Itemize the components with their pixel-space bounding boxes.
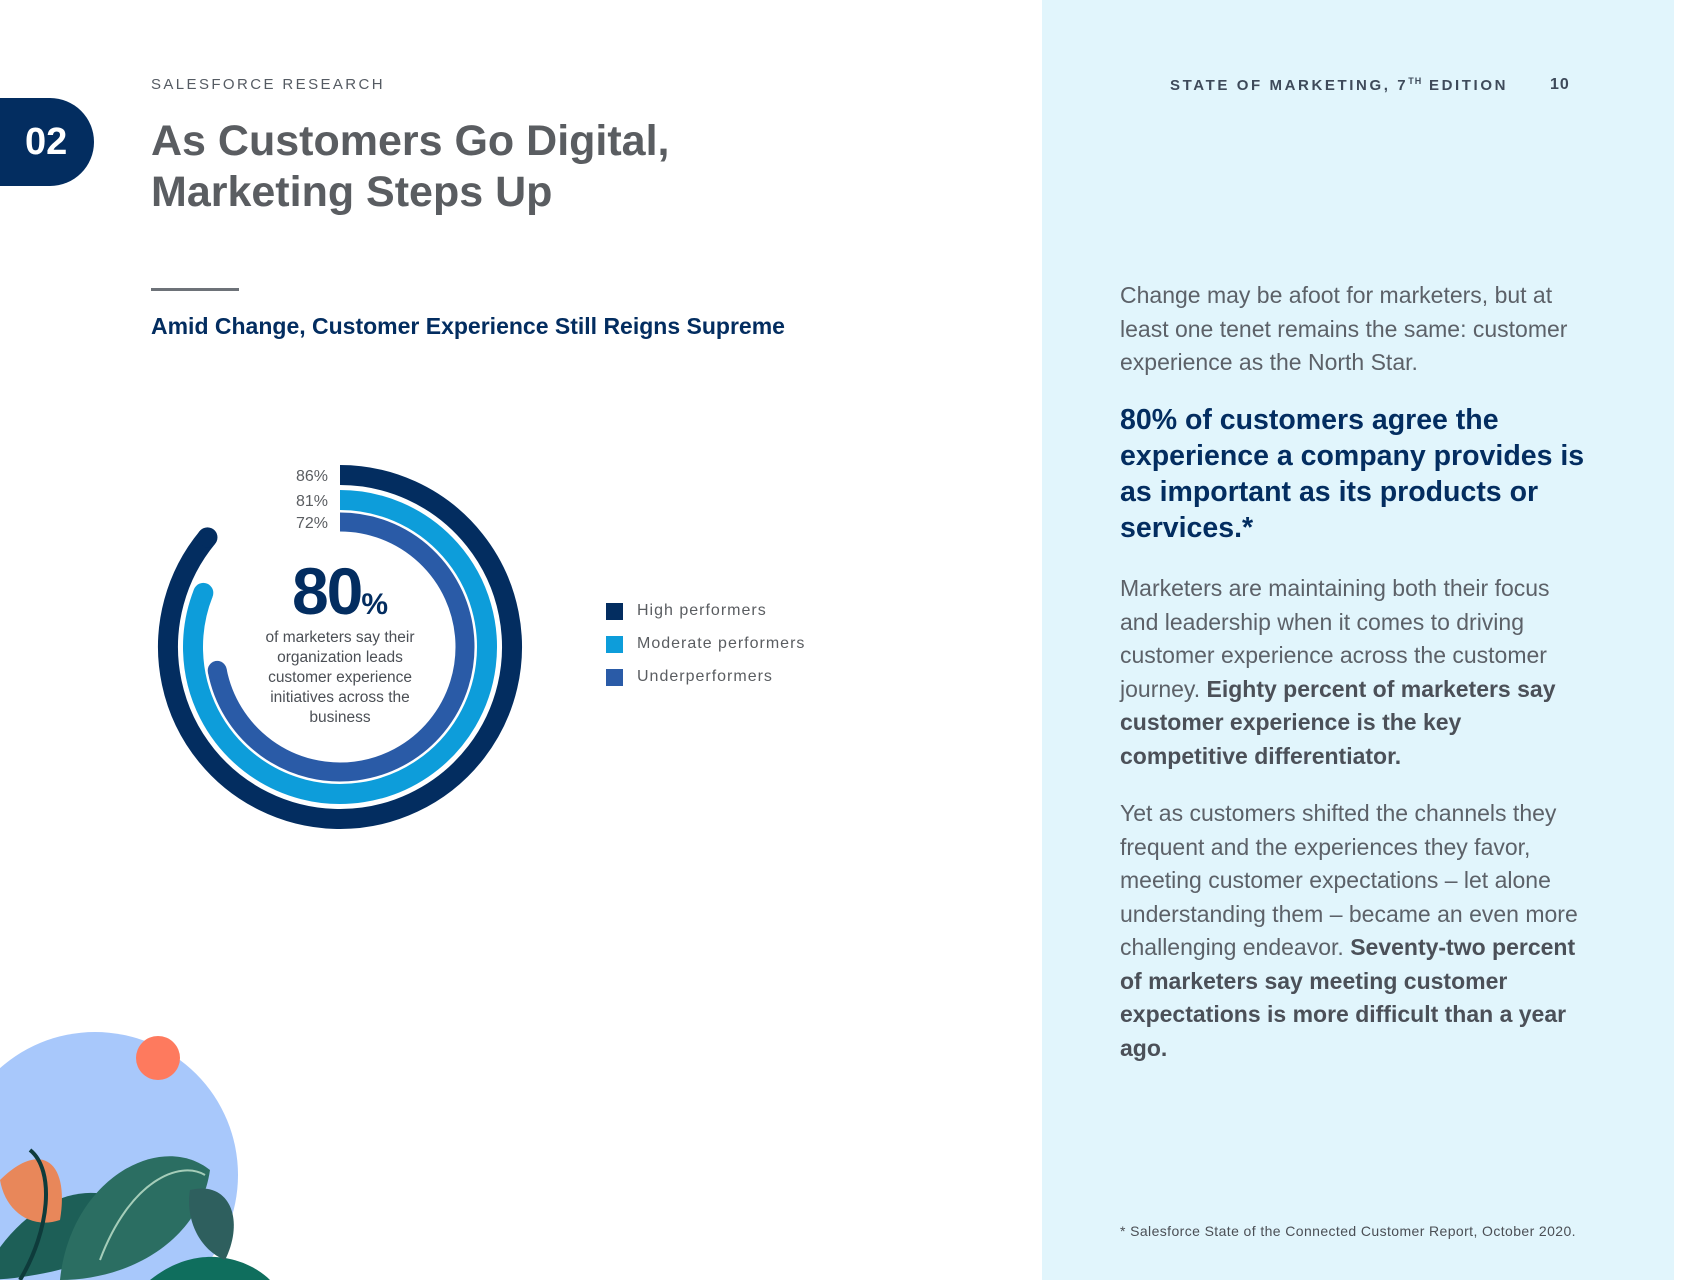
eyebrow: SALESFORCE RESEARCH [151,76,385,93]
leaf-icon [18,1148,48,1280]
decorative-foliage-illustration [0,1032,270,1280]
running-title: STATE OF MARKETING, 7 [1170,77,1409,94]
leaf-icon [60,1156,210,1280]
body-text: Yet as customers shifted the channels th… [1120,800,1578,960]
legend-label: Moderate performers [637,635,806,652]
pull-quote: 80% of customers agree the experience a … [1120,404,1585,544]
intro-paragraph: Change may be afoot for marketers, but a… [1120,282,1568,375]
big-stat-value: 80 [291,554,363,628]
section-subhead: Amid Change, Customer Experience Still R… [151,313,785,339]
radial-bar [183,490,497,804]
radial-bar-cap [197,527,218,548]
radial-bar-value-label: 81% [296,493,328,510]
section-number-tab: 02 [0,98,94,186]
leaf-icon [189,1188,234,1260]
big-stat-unit: % [361,588,389,621]
running-sup: TH [1408,76,1423,86]
legend-item: Underperformers [606,666,805,688]
body-text: Marketers are maintaining both their foc… [1120,575,1550,702]
title-rule [151,288,239,291]
body-paragraph-1: Marketers are maintaining both their foc… [1120,572,1590,773]
leaf-icon [150,1256,270,1280]
radial-bar-value-label: 86% [296,468,328,485]
page-title-line-2: Marketing Steps Up [151,168,553,216]
section-number: 02 [25,120,68,163]
footnote: * Salesforce State of the Connected Cust… [1120,1223,1576,1239]
legend-item: High performers [606,600,805,622]
legend-swatch [606,635,623,653]
big-stat: 80% [260,555,420,627]
running-head: STATE OF MARKETING, 7TH EDITION [1170,76,1508,94]
stat-caption-line: business [309,709,371,726]
legend-label: High performers [637,602,767,619]
right-panel [1042,0,1674,1280]
page-number: 10 [1550,76,1570,93]
radial-bar-cap [207,660,227,680]
legend-item: Moderate performers [606,633,805,655]
radial-bar [158,465,522,829]
body-paragraph-2: Yet as customers shifted the channels th… [1120,797,1590,1065]
stat-caption-line: initiatives across the [270,689,410,706]
radial-bar-cap [193,582,214,603]
legend-swatch [606,668,623,686]
leaf-icon [99,1169,206,1261]
legend-label: Underperformers [637,668,773,685]
running-edition: EDITION [1422,77,1509,94]
body-highlight: Seventy-two percent of marketers say mee… [1120,934,1576,1061]
stat-caption-line: customer experience [268,669,412,686]
decor-dot [136,1036,180,1080]
radial-bar [207,512,475,782]
body-highlight: Eighty percent of marketers say customer… [1120,675,1556,769]
page-title-line-1: As Customers Go Digital, [151,117,670,165]
stat-caption-line: organization leads [277,649,403,666]
chart-legend: High performers Moderate performers Unde… [606,600,805,699]
radial-bar-chart: 86% 81% 72% [158,465,522,829]
legend-swatch [606,602,623,620]
stat-caption: of marketers say their organization lead… [245,628,435,728]
page-title: As Customers Go Digital, Marketing Steps… [151,116,669,218]
radial-bar-value-label: 72% [296,515,328,532]
stat-caption-line: of marketers say their [265,629,415,646]
